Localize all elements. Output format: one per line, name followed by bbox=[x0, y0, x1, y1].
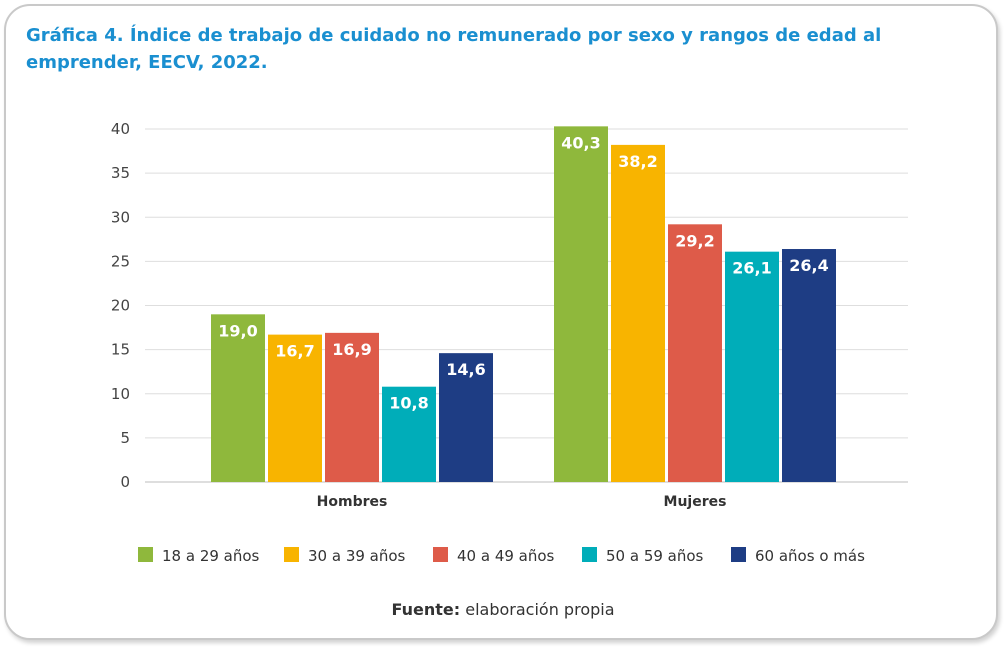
bar bbox=[554, 126, 608, 482]
legend-label: 18 a 29 años bbox=[162, 547, 260, 565]
y-tick-label: 40 bbox=[111, 120, 130, 138]
legend-swatch bbox=[138, 547, 153, 562]
y-tick-label: 0 bbox=[120, 473, 130, 491]
legend-swatch bbox=[731, 547, 746, 562]
data-label: 19,0 bbox=[218, 321, 257, 340]
y-tick-label: 35 bbox=[111, 164, 130, 182]
data-label: 38,2 bbox=[618, 152, 657, 171]
bar bbox=[782, 249, 836, 482]
bar bbox=[439, 353, 493, 482]
bar bbox=[611, 144, 665, 482]
category-labels: Hombres Mujeres bbox=[317, 494, 727, 510]
bar bbox=[382, 386, 436, 482]
y-tick-label: 25 bbox=[111, 252, 130, 270]
y-tick-label: 15 bbox=[111, 341, 130, 359]
data-label: 16,7 bbox=[275, 342, 314, 361]
y-tick-label: 20 bbox=[111, 297, 130, 315]
bar bbox=[325, 332, 379, 482]
bar bbox=[268, 334, 322, 482]
legend-label: 60 años o más bbox=[755, 547, 865, 565]
data-labels: 19,0 16,7 16,9 10,8 14,6 40,3 38,2 29,2 26,1 26,4 bbox=[218, 133, 828, 412]
source-text: elaboración propia bbox=[465, 600, 615, 619]
y-tick-label: 10 bbox=[111, 385, 130, 403]
data-label: 29,2 bbox=[675, 231, 714, 250]
y-axis-ticks: 0 5 10 15 20 25 30 35 40 bbox=[111, 120, 130, 491]
data-label: 16,9 bbox=[332, 340, 371, 359]
legend-label: 50 a 59 años bbox=[606, 547, 704, 565]
legend-swatch bbox=[582, 547, 597, 562]
data-label: 14,6 bbox=[446, 360, 485, 379]
bars bbox=[211, 126, 836, 482]
legend-swatch bbox=[433, 547, 448, 562]
data-label: 40,3 bbox=[561, 133, 600, 152]
source-label: Fuente: bbox=[391, 600, 461, 619]
bar bbox=[668, 224, 722, 482]
bar bbox=[725, 251, 779, 482]
legend-label: 30 a 39 años bbox=[308, 547, 406, 565]
y-tick-label: 5 bbox=[120, 429, 130, 447]
y-tick-label: 30 bbox=[111, 208, 130, 226]
category-label: Hombres bbox=[317, 494, 388, 510]
bar bbox=[211, 314, 265, 482]
source-note: Fuente: elaboración propia bbox=[0, 600, 1006, 619]
category-label: Mujeres bbox=[664, 494, 727, 510]
legend: 18 a 29 años 30 a 39 años 40 a 49 años 50 a… bbox=[138, 547, 865, 565]
legend-swatch bbox=[284, 547, 299, 562]
chart-title: Gráfica 4. Índice de trabajo de cuidado … bbox=[26, 25, 882, 73]
data-label: 26,4 bbox=[789, 256, 828, 275]
data-label: 26,1 bbox=[732, 259, 771, 278]
data-label: 10,8 bbox=[389, 394, 428, 413]
legend-label: 40 a 49 años bbox=[457, 547, 555, 565]
